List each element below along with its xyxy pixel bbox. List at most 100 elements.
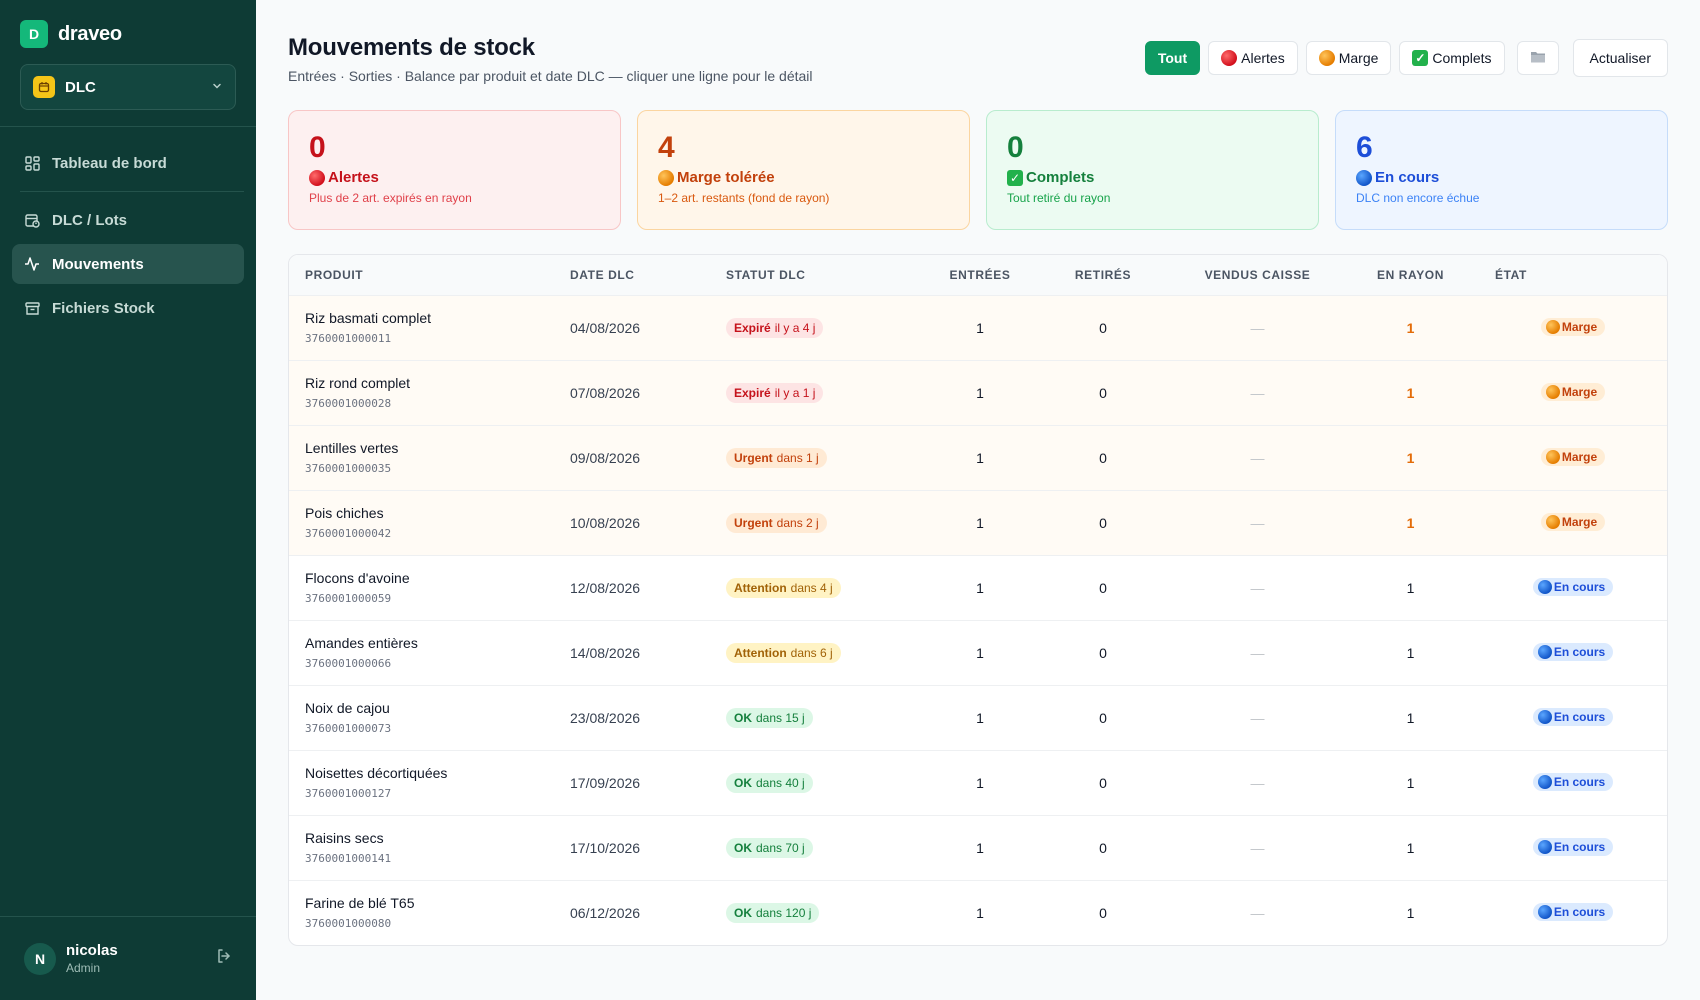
table-header-row: Produit Date DLC Statut DLC Entrées Reti… [289,255,1667,296]
table-row[interactable]: Raisins secs 3760001000141 17/10/2026 OK dan… [289,815,1667,881]
product-name: Farine de blé T65 [305,895,415,912]
status-label: OK [734,905,752,920]
shelf-value: 1 [1342,685,1479,751]
dlc-status-cell: OK dans 70 j [710,815,927,881]
product-code: 3760001000011 [305,332,392,345]
column-header[interactable]: Vendus caisse [1173,255,1342,296]
brand[interactable]: D draveo [20,20,122,48]
logout-icon[interactable] [216,948,232,969]
product-code: 3760001000127 [305,787,392,800]
sold-value: — [1173,685,1342,751]
status-label: Expiré [734,385,771,400]
filter-bar: Tout Alertes Marge ✓ Complets Actualiser [1144,39,1668,77]
status-detail: dans 40 j [756,775,805,790]
status-badge: OK dans 15 j [726,707,813,728]
card-count: 0 [1007,131,1024,164]
shelf-value: 1 [1342,360,1479,426]
status-badge: Urgent dans 1 j [726,447,827,468]
table-row[interactable]: Riz rond complet 3760001000028 07/08/2026 E… [289,360,1667,426]
status-badge: Attention dans 6 j [726,642,841,663]
status-badge: Expiré il y a 4 j [726,317,824,338]
removed-value: 0 [1099,904,1107,921]
entries-value: 1 [927,815,1033,881]
table-row[interactable]: Pois chiches 3760001000042 10/08/2026 Urgen… [289,490,1667,556]
dashboard-icon [24,155,40,171]
refresh-button[interactable]: Actualiser [1572,39,1668,77]
product-code: 3760001000141 [305,852,392,865]
status-label: OK [734,775,752,790]
product-name: Noix de cajou [305,700,390,716]
state-label: En cours [1553,710,1606,724]
status-badge: OK dans 120 j [726,902,820,923]
entries-value: 1 [927,555,1033,621]
status-detail: dans 4 j [790,580,833,595]
dlc-date: 06/12/2026 [570,904,641,921]
column-header[interactable]: En rayon [1342,255,1479,296]
table-row[interactable]: Farine de blé T65 3760001000080 06/12/2026… [289,880,1667,945]
check-mark-icon: ✓ [1412,50,1429,66]
status-label: Attention [734,645,787,660]
avatar: N [24,942,56,975]
nav-item-fichiers-stock[interactable]: Fichiers Stock [12,288,244,328]
card-complete[interactable]: 0 ✓ Complets Tout retiré du rayon [986,110,1319,230]
column-header[interactable]: Date DLC [554,255,710,296]
orange-circle-icon [658,169,674,186]
blue-circle-icon [1356,169,1372,186]
nav-label: Tableau de bord [52,154,167,172]
column-header[interactable]: Statut DLC [710,255,927,296]
dlc-date: 17/09/2026 [554,750,710,816]
dlc-status-cell: OK dans 15 j [710,685,927,751]
blue-circle-icon [1537,710,1552,724]
dlc-date: 12/08/2026 [554,555,710,621]
calendar-clock-icon [24,212,40,228]
status-label: Expiré [734,320,771,335]
sold-value: — [1173,750,1342,816]
table-row[interactable]: Flocons d'avoine 3760001000059 12/08/2026 A… [289,555,1667,621]
nav-label: Fichiers Stock [52,299,155,317]
table-row[interactable]: Lentilles vertes 3760001000035 09/08/2026 U… [289,425,1667,491]
nav-label: DLC / Lots [52,211,127,229]
page-title: Mouvements de stock [288,34,535,61]
table-row[interactable]: Riz basmati complet 3760001000011 04/08/20… [289,295,1667,361]
folder-icon [1530,50,1546,67]
movements-table: Produit Date DLC Statut DLC Entrées Reti… [288,254,1668,946]
table-row[interactable]: Noix de cajou 3760001000073 23/08/2026 OK da… [289,685,1667,751]
status-badge: Attention dans 4 j [726,577,841,598]
state-badge: Marge [1540,448,1606,466]
sold-value: — [1173,360,1342,426]
status-detail: dans 6 j [790,645,833,660]
filter-margin-button[interactable]: Marge [1305,41,1392,75]
dlc-date: 10/08/2026 [554,490,710,556]
status-badge: OK dans 40 j [726,772,813,793]
filter-alerts-button[interactable]: Alertes [1208,41,1298,75]
column-header[interactable]: Entrées [927,255,1033,296]
nav-item-dlc-lots[interactable]: DLC / Lots [12,200,244,240]
table-row[interactable]: Noisettes décortiquées 3760001000127 17/09… [289,750,1667,816]
nav-item-dashboard[interactable]: Tableau de bord [12,143,244,183]
shelf-value: 1 [1342,750,1479,816]
column-header[interactable]: État [1479,255,1667,296]
table-row[interactable]: Amandes entières 3760001000066 14/08/2026 A… [289,620,1667,686]
column-header[interactable]: Produit [289,255,554,296]
module-selector[interactable]: DLC [20,64,236,110]
folder-button[interactable] [1516,41,1559,75]
sold-value: — [1173,620,1342,686]
sold-value: — [1173,555,1342,621]
nav-item-mouvements[interactable]: Mouvements [12,244,244,284]
state-badge: Marge [1540,318,1606,336]
nav-label: Mouvements [52,255,144,273]
sold-value: — [1173,425,1342,491]
card-alerts[interactable]: 0 Alertes Plus de 2 art. expirés en rayo… [288,110,621,230]
product-cell: Raisins secs 3760001000141 [289,815,554,881]
filter-all-button[interactable]: Tout [1144,41,1201,75]
state-badge: En cours [1532,838,1614,856]
card-margin[interactable]: 4 Marge tolérée 1–2 art. restants (fond … [637,110,970,230]
product-name: Lentilles vertes [305,440,399,456]
column-header[interactable]: Retirés [1033,255,1173,296]
chevron-down-icon [211,80,223,95]
filter-complete-button[interactable]: ✓ Complets [1399,41,1505,75]
card-ongoing[interactable]: 6 En cours DLC non encore échue [1335,110,1668,230]
state-cell: En cours [1479,880,1667,945]
blue-circle-icon [1537,580,1552,594]
entries-value: 1 [927,620,1033,686]
